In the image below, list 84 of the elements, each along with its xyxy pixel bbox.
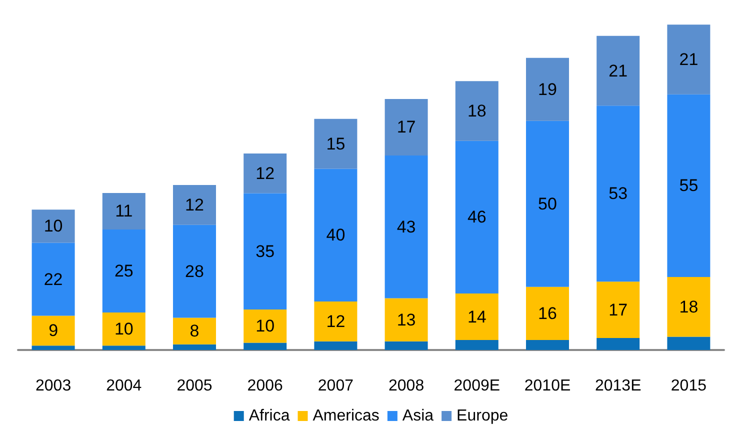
x-tick-label: 2008	[388, 378, 424, 394]
data-label: 15	[326, 134, 346, 154]
bar	[173, 344, 216, 350]
bar	[526, 340, 569, 350]
bar	[244, 309, 287, 343]
bar	[173, 318, 216, 344]
bar	[596, 36, 640, 106]
bar	[173, 184, 216, 225]
bar	[526, 58, 569, 121]
data-label: 10	[44, 216, 63, 236]
data-label: 13	[396, 310, 416, 330]
data-label: 21	[608, 61, 628, 80]
data-label: 55	[679, 176, 698, 196]
bar	[667, 336, 710, 350]
data-label: 8	[190, 322, 200, 341]
bar	[667, 24, 710, 94]
legend-label: Africa	[248, 408, 290, 424]
data-label: 9	[48, 321, 58, 340]
bar	[32, 242, 75, 316]
legend-label: Asia	[402, 408, 434, 424]
data-label: 12	[185, 195, 204, 214]
x-tick-label: 2013E	[594, 378, 642, 394]
legend-label: Europe	[456, 408, 508, 424]
data-label: 12	[326, 312, 346, 331]
data-label: 46	[467, 208, 486, 227]
data-label: 19	[538, 80, 557, 99]
data-label: 22	[44, 270, 63, 289]
data-label: 53	[608, 184, 628, 204]
x-tick-label: 2003	[36, 378, 72, 394]
bar	[244, 342, 287, 350]
bar	[244, 153, 287, 194]
data-label: 21	[679, 50, 698, 69]
data-label: 18	[679, 297, 698, 316]
data-label: 11	[115, 202, 133, 221]
legend-label: Americas	[312, 408, 380, 424]
bar	[32, 316, 75, 346]
data-label: 28	[185, 262, 204, 281]
data-label: 18	[467, 101, 486, 120]
data-label: 14	[467, 307, 486, 326]
bar	[667, 276, 710, 337]
bar	[455, 340, 498, 350]
bar	[526, 120, 569, 287]
data-label: 25	[114, 261, 134, 280]
data-label: 16	[538, 304, 557, 323]
bar	[314, 118, 358, 169]
bar	[526, 286, 569, 340]
bar	[244, 193, 287, 310]
bar	[596, 106, 640, 282]
bar	[32, 346, 75, 350]
bar	[455, 294, 498, 340]
data-label: 12	[256, 164, 275, 183]
data-label: 17	[608, 300, 628, 320]
bar	[455, 140, 498, 294]
bar	[384, 341, 428, 350]
x-tick-label: 2004	[106, 378, 142, 394]
bar	[596, 338, 640, 350]
bar	[384, 99, 428, 156]
bar	[455, 81, 498, 141]
bar	[314, 341, 358, 350]
bar	[384, 155, 428, 298]
bar	[102, 312, 146, 346]
x-tick-label: 2010E	[524, 378, 571, 394]
bar	[102, 346, 146, 350]
x-tick-label: 2009E	[454, 378, 500, 394]
x-tick-label: 2006	[247, 378, 283, 394]
bar	[173, 224, 216, 318]
data-label: 50	[538, 194, 557, 214]
x-tick-label: 2007	[318, 378, 354, 394]
data-label: 10	[256, 316, 275, 336]
bar	[667, 94, 710, 277]
bar	[384, 298, 428, 342]
data-label: 35	[256, 242, 275, 261]
bar	[102, 229, 146, 312]
data-label: 17	[396, 118, 416, 137]
bar	[596, 282, 640, 338]
data-label: 43	[396, 217, 416, 236]
bar	[314, 302, 358, 342]
bar	[102, 192, 146, 230]
bar	[314, 168, 358, 302]
data-label: 40	[326, 226, 346, 245]
x-tick-label: 2015	[670, 378, 707, 394]
x-tick-label: 2005	[176, 378, 212, 394]
bar	[32, 210, 75, 243]
data-label: 10	[114, 320, 134, 339]
